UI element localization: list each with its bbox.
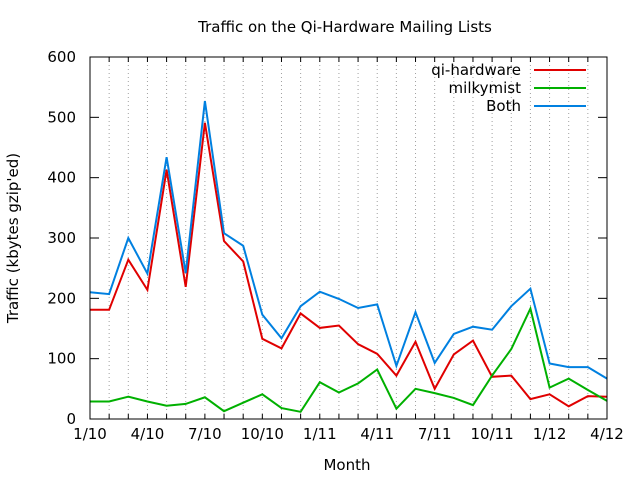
x-tick-label: 1/12 <box>533 425 567 443</box>
x-tick-label: 4/11 <box>360 425 394 443</box>
y-axis-label: Traffic (kbytes gzip'ed) <box>4 153 22 324</box>
series-line-milkymist <box>90 305 608 413</box>
x-tick-label: 7/11 <box>418 425 452 443</box>
series-lines <box>89 100 608 413</box>
y-tick-label: 600 <box>47 48 76 66</box>
x-tick-label: 10/10 <box>241 425 284 443</box>
series-line-qi-hardware <box>90 122 608 408</box>
y-tick-label: 100 <box>47 350 76 368</box>
x-tick-label: 1/11 <box>303 425 337 443</box>
x-tick-label: 7/10 <box>188 425 222 443</box>
y-tick-label: 400 <box>47 169 76 187</box>
x-axis-label: Month <box>323 456 370 474</box>
legend-label: qi-hardware <box>431 61 521 79</box>
y-tick-label: 300 <box>47 229 76 247</box>
y-tick-label: 0 <box>66 410 76 428</box>
x-tick-label: 10/11 <box>470 425 513 443</box>
y-tick-label: 200 <box>47 289 76 307</box>
chart-title: Traffic on the Qi-Hardware Mailing Lists <box>197 18 492 36</box>
y-tick-label: 500 <box>47 108 76 126</box>
x-tick-label: 4/12 <box>590 425 624 443</box>
axis-ticks: 1/10 4/10 7/10 10/10 1/11 4/11 7/11 10/11 1/12 4/… <box>47 48 623 443</box>
series-line-both <box>89 100 608 380</box>
x-tick-label: 1/10 <box>73 425 107 443</box>
legend-label: milkymist <box>449 79 522 97</box>
legend-label: Both <box>486 97 521 115</box>
grid-lines <box>108 57 589 419</box>
x-tick-label: 4/10 <box>131 425 165 443</box>
plot-frame <box>89 56 608 420</box>
